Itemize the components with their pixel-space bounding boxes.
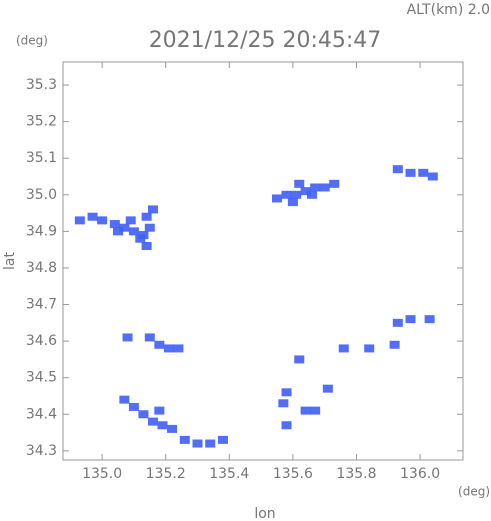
y-tick-label: 35.0 [26,187,57,203]
echo-cell [392,318,403,327]
echo-cell [424,315,435,324]
y-tick-label: 35.1 [26,150,57,166]
echo-cell [389,340,400,349]
echo-cell [173,344,184,353]
y-tick-label: 34.5 [26,370,57,386]
x-axis-label: lon [254,506,275,521]
echo-cell [157,421,168,430]
echo-cell [119,395,130,404]
x-tick-label: 135.6 [273,466,313,482]
y-tick-label: 34.7 [26,297,57,313]
echo-cell [392,165,403,174]
echo-cell [300,406,311,415]
y-tick-label: 35.3 [26,77,57,93]
chart-title: 2021/12/25 20:45:47 [149,28,382,53]
y-tick-label: 34.3 [26,443,57,459]
echo-cell [405,168,416,177]
x-unit: (deg) [458,485,490,499]
echo-cell [147,417,158,426]
echo-cell [287,198,298,207]
y-tick-label: 35.2 [26,114,57,130]
echo-cell [154,406,165,415]
echo-cell [281,190,292,199]
echo-cell [364,344,375,353]
echo-cell [74,216,85,225]
echo-cell [310,406,321,415]
echo-cell [306,190,317,199]
echo-cell [87,212,98,221]
echo-cell [294,355,305,364]
echo-cell [300,187,311,196]
altitude-label: ALT(km) 2.0 [407,2,490,18]
echo-cell [167,424,178,433]
echo-cell [138,410,149,419]
echo-cell [271,194,282,203]
echo-cell [141,212,152,221]
echo-cell [418,168,429,177]
echo-cell [147,205,158,214]
echo-cell [122,333,133,342]
echo-cell [144,223,155,232]
y-tick-label: 34.4 [26,406,57,422]
echo-cell [217,435,228,444]
echo-cell [163,344,174,353]
x-tick-label: 135.2 [146,466,186,482]
y-axis-label: lat [2,252,18,270]
y-unit: (deg) [16,34,48,48]
echo-cell [338,344,349,353]
echo-cell [119,223,130,232]
x-tick-label: 135.8 [336,466,376,482]
echo-cell [128,402,139,411]
y-tick-label: 34.6 [26,333,57,349]
echo-cell [329,179,340,188]
x-tick-label: 135.4 [209,466,249,482]
y-tick-label: 34.8 [26,260,57,276]
echo-cell [135,234,146,243]
echo-cell [278,399,289,408]
echo-cell [179,435,190,444]
echo-cell [192,439,203,448]
echo-cell [281,421,292,430]
echo-cell [128,227,139,236]
y-tick-label: 34.9 [26,223,57,239]
echo-cell [281,388,292,397]
echo-cell [319,183,330,192]
echo-cell [205,439,216,448]
x-tick-label: 135.0 [82,466,122,482]
plot-frame [62,61,464,461]
echo-cell [294,179,305,188]
echo-cell [97,216,108,225]
echo-cell [113,227,124,236]
echo-cell [154,340,165,349]
echo-cell [125,216,136,225]
echo-cell [144,333,155,342]
echo-cell [310,183,321,192]
echo-cell [427,172,438,181]
echo-cell [109,220,120,229]
echo-cell [141,242,152,251]
x-tick-label: 136.0 [400,466,440,482]
echo-cell [405,315,416,324]
echo-cell [322,384,333,393]
echo-cell [291,190,302,199]
